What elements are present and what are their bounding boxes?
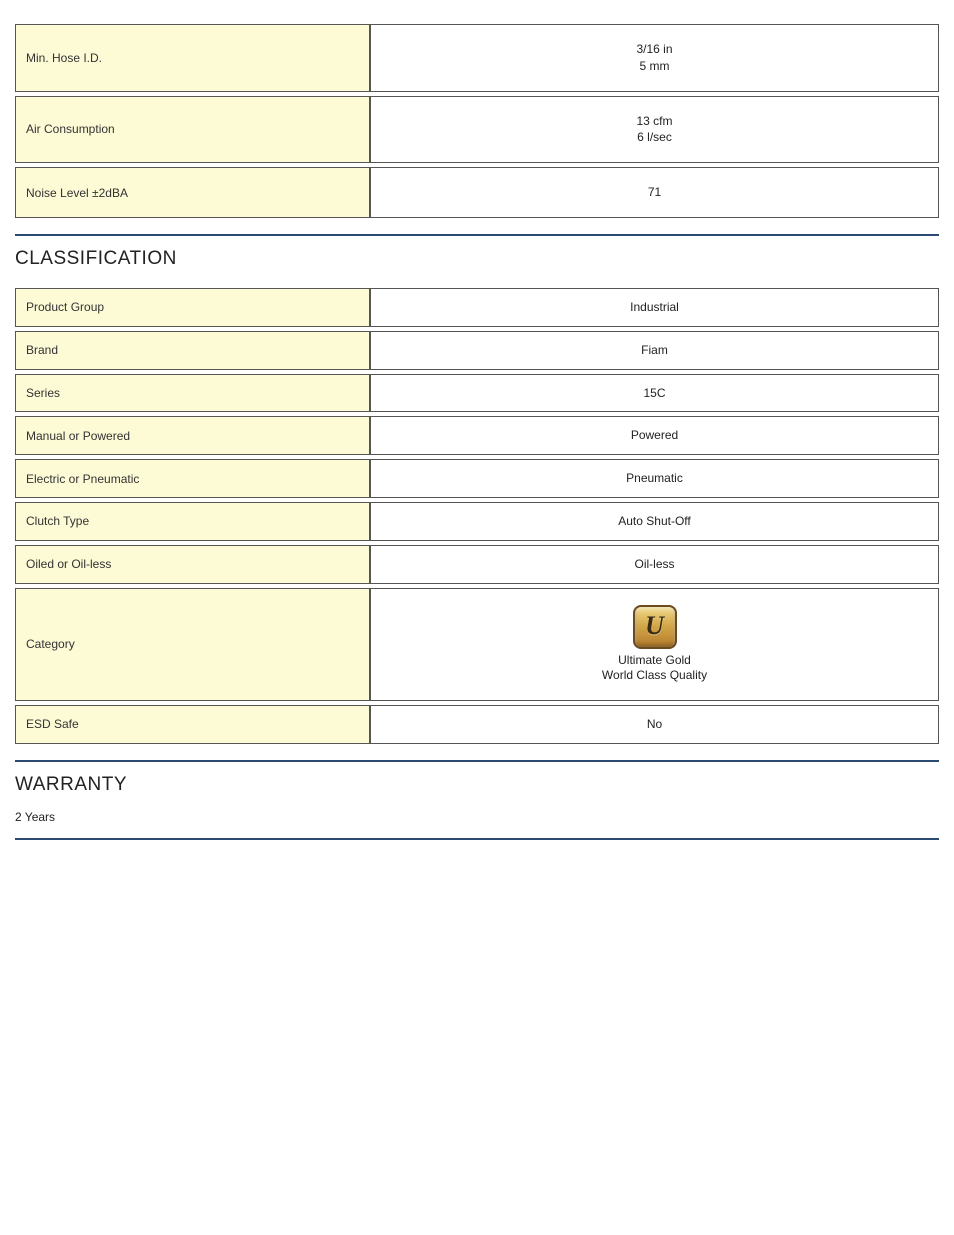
spec-value: Auto Shut-Off <box>370 502 939 541</box>
badge-caption-line1: Ultimate Gold <box>618 653 691 667</box>
table-row: Air Consumption 13 cfm6 l/sec <box>15 96 939 164</box>
spec-value: Fiam <box>370 331 939 370</box>
table-row: Min. Hose I.D. 3/16 in5 mm <box>15 24 939 92</box>
table-row: Oiled or Oil-less Oil-less <box>15 545 939 584</box>
table-row-category: Category U Ultimate Gold World Class Qua… <box>15 588 939 701</box>
spec-label: Clutch Type <box>15 502 370 541</box>
table-row: Clutch Type Auto Shut-Off <box>15 502 939 541</box>
category-value-cell: U Ultimate Gold World Class Quality <box>370 588 939 701</box>
top-specs-table: Min. Hose I.D. 3/16 in5 mm Air Consumpti… <box>15 20 939 222</box>
table-row: Electric or Pneumatic Pneumatic <box>15 459 939 498</box>
spec-label: Oiled or Oil-less <box>15 545 370 584</box>
classification-heading: CLASSIFICATION <box>15 248 939 270</box>
category-badge-wrap: U Ultimate Gold World Class Quality <box>381 599 928 690</box>
spec-label: Electric or Pneumatic <box>15 459 370 498</box>
spec-value: 13 cfm6 l/sec <box>370 96 939 164</box>
spec-value: 71 <box>370 167 939 218</box>
divider <box>15 760 939 762</box>
spec-value: Powered <box>370 416 939 455</box>
table-row: Manual or Powered Powered <box>15 416 939 455</box>
spec-label: Category <box>15 588 370 701</box>
classification-table: Product Group Industrial Brand Fiam Seri… <box>15 284 939 748</box>
table-row: Series 15C <box>15 374 939 413</box>
spec-value: No <box>370 705 939 744</box>
spec-value: 3/16 in5 mm <box>370 24 939 92</box>
spec-label: Min. Hose I.D. <box>15 24 370 92</box>
spec-label: Manual or Powered <box>15 416 370 455</box>
spec-label: Air Consumption <box>15 96 370 164</box>
divider <box>15 838 939 840</box>
spec-value: 15C <box>370 374 939 413</box>
ultimate-gold-badge-icon: U <box>633 605 677 649</box>
table-row: ESD Safe No <box>15 705 939 744</box>
spec-value: Oil-less <box>370 545 939 584</box>
spec-label: Series <box>15 374 370 413</box>
badge-letter: U <box>645 608 664 644</box>
spec-label: Brand <box>15 331 370 370</box>
warranty-heading: WARRANTY <box>15 774 939 796</box>
spec-label: Product Group <box>15 288 370 327</box>
warranty-text: 2 Years <box>15 810 939 824</box>
badge-caption-line2: World Class Quality <box>602 668 707 682</box>
divider <box>15 234 939 236</box>
spec-value: Pneumatic <box>370 459 939 498</box>
table-row: Brand Fiam <box>15 331 939 370</box>
spec-label: ESD Safe <box>15 705 370 744</box>
badge-caption: Ultimate Gold World Class Quality <box>602 653 707 684</box>
spec-label: Noise Level ±2dBA <box>15 167 370 218</box>
table-row: Product Group Industrial <box>15 288 939 327</box>
table-row: Noise Level ±2dBA 71 <box>15 167 939 218</box>
spec-value: Industrial <box>370 288 939 327</box>
